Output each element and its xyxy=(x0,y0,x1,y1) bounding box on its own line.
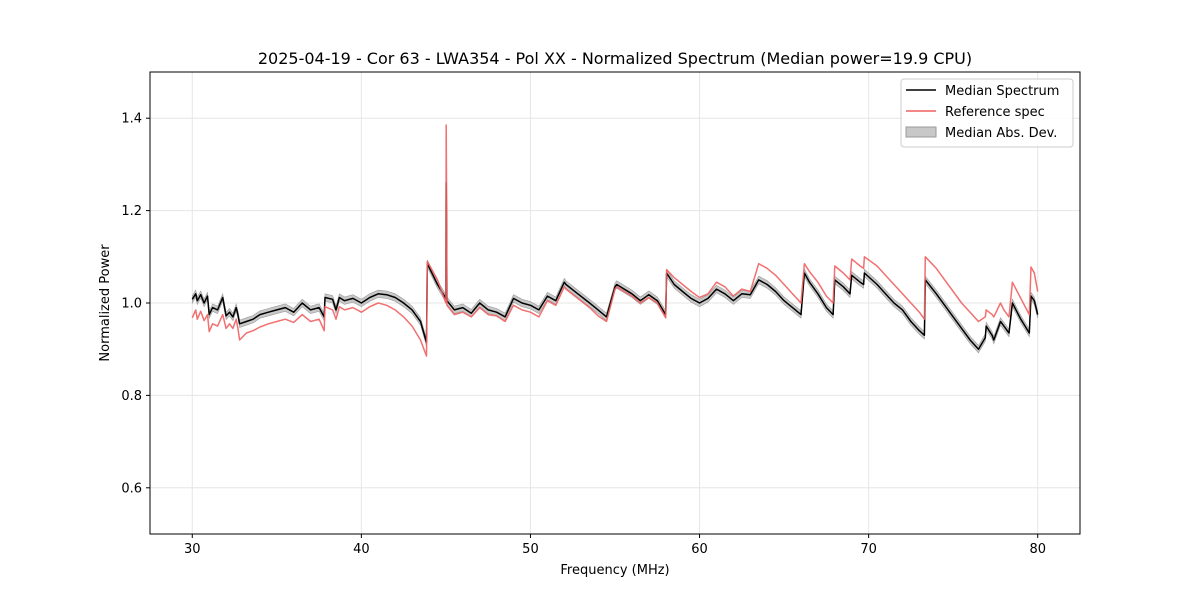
x-tick-label: 80 xyxy=(1029,542,1046,557)
x-tick-label: 40 xyxy=(353,542,370,557)
plot-area xyxy=(191,124,1039,357)
legend-median-label: Median Spectrum xyxy=(945,84,1059,99)
median-spectrum-line xyxy=(191,182,1039,350)
y-tick-label: 1.2 xyxy=(121,204,142,219)
y-tick-label: 1.4 xyxy=(121,112,142,127)
y-tick-label: 1.0 xyxy=(121,297,142,312)
reference-spectrum-line xyxy=(191,124,1039,357)
x-tick-label: 70 xyxy=(860,542,877,557)
x-axis-label: Frequency (MHz) xyxy=(560,563,669,578)
legend-mad-swatch xyxy=(905,126,937,138)
y-tick-label: 0.8 xyxy=(121,389,142,404)
y-axis-label: Normalized Power xyxy=(98,244,113,362)
x-tick-label: 50 xyxy=(522,542,539,557)
legend-mad-label: Median Abs. Dev. xyxy=(945,126,1057,141)
legend: Median Spectrum Reference spec Median Ab… xyxy=(900,78,1074,148)
chart-title: 2025-04-19 - Cor 63 - LWA354 - Pol XX - … xyxy=(258,49,972,68)
legend-reference-label: Reference spec xyxy=(945,105,1045,120)
x-tick-label: 60 xyxy=(691,542,708,557)
x-tick-label: 30 xyxy=(184,542,201,557)
axis-ticks: 30 40 50 60 70 80 0.6 0.8 1.0 1.2 1.4 xyxy=(121,112,1046,557)
legend-box xyxy=(900,78,1074,148)
y-tick-label: 0.6 xyxy=(121,481,142,496)
